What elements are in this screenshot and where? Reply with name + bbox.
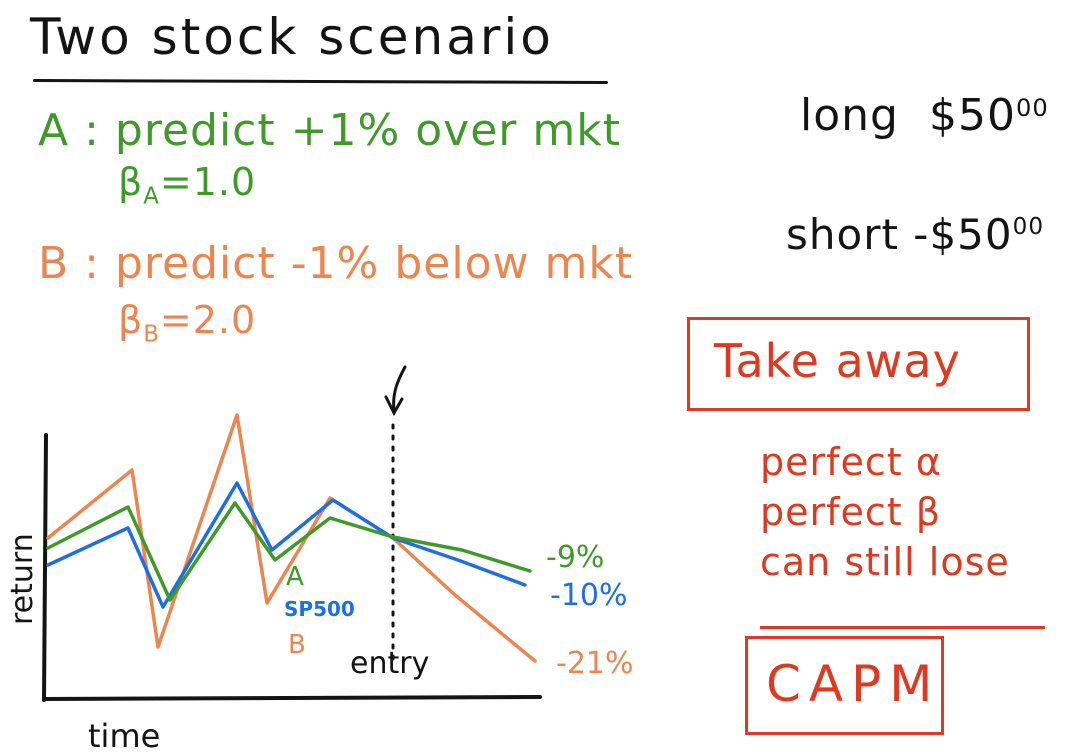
beta-symbol: β: [118, 160, 143, 204]
end-label-b: -21%: [556, 646, 634, 681]
takeaway-underline: [760, 626, 1045, 629]
beta-value: =1.0: [160, 160, 256, 204]
return-chart: return time entry A SP500 B -9% -10% -21…: [0, 355, 680, 755]
entry-arrow-icon: [386, 367, 405, 413]
long-cents: 00: [1016, 94, 1049, 122]
short-position: short -$5000: [786, 210, 1044, 259]
series-label-a: A: [286, 562, 304, 592]
series-label-b: B: [288, 630, 306, 660]
x-axis: [44, 697, 540, 699]
takeaway-heading: Take away: [714, 334, 961, 388]
stock-b-prediction: B : predict -1% below mkt: [38, 238, 633, 289]
page-title: Two stock scenario: [30, 8, 554, 66]
takeaway-box: Take away: [687, 317, 1030, 411]
y-axis: [44, 435, 46, 700]
short-label: short: [786, 210, 899, 259]
long-label: long: [800, 90, 899, 141]
long-position: long $5000: [800, 90, 1049, 141]
takeaway-points: perfect α perfect β can still lose: [760, 437, 1060, 587]
stock-a-beta: βA=1.0: [118, 160, 256, 210]
beta-symbol: β: [118, 298, 143, 342]
takeaway-line-beta: perfect β: [760, 487, 1060, 537]
series-line-b: [48, 415, 535, 661]
end-label-a: -9%: [546, 540, 604, 575]
beta-value: =2.0: [160, 298, 256, 342]
stock-a-prediction: A : predict +1% over mkt: [38, 105, 621, 156]
y-axis-label: return: [5, 533, 40, 625]
short-amount: -$50: [913, 210, 1012, 259]
end-label-sp500: -10%: [550, 578, 628, 613]
short-cents: 00: [1013, 214, 1044, 240]
x-axis-label: time: [88, 717, 160, 755]
beta-subscript: A: [143, 184, 160, 210]
capm-label: CAPM: [766, 655, 940, 713]
capm-box: CAPM: [745, 636, 944, 735]
stock-b-beta: βB=2.0: [118, 298, 256, 348]
takeaway-line-lose: can still lose: [760, 537, 1060, 587]
takeaway-line-alpha: perfect α: [760, 437, 1060, 487]
series-label-sp500: SP500: [284, 597, 355, 621]
entry-label: entry: [350, 646, 429, 681]
title-underline: [33, 79, 608, 84]
beta-subscript: B: [143, 322, 160, 348]
long-amount: $50: [929, 90, 1016, 141]
